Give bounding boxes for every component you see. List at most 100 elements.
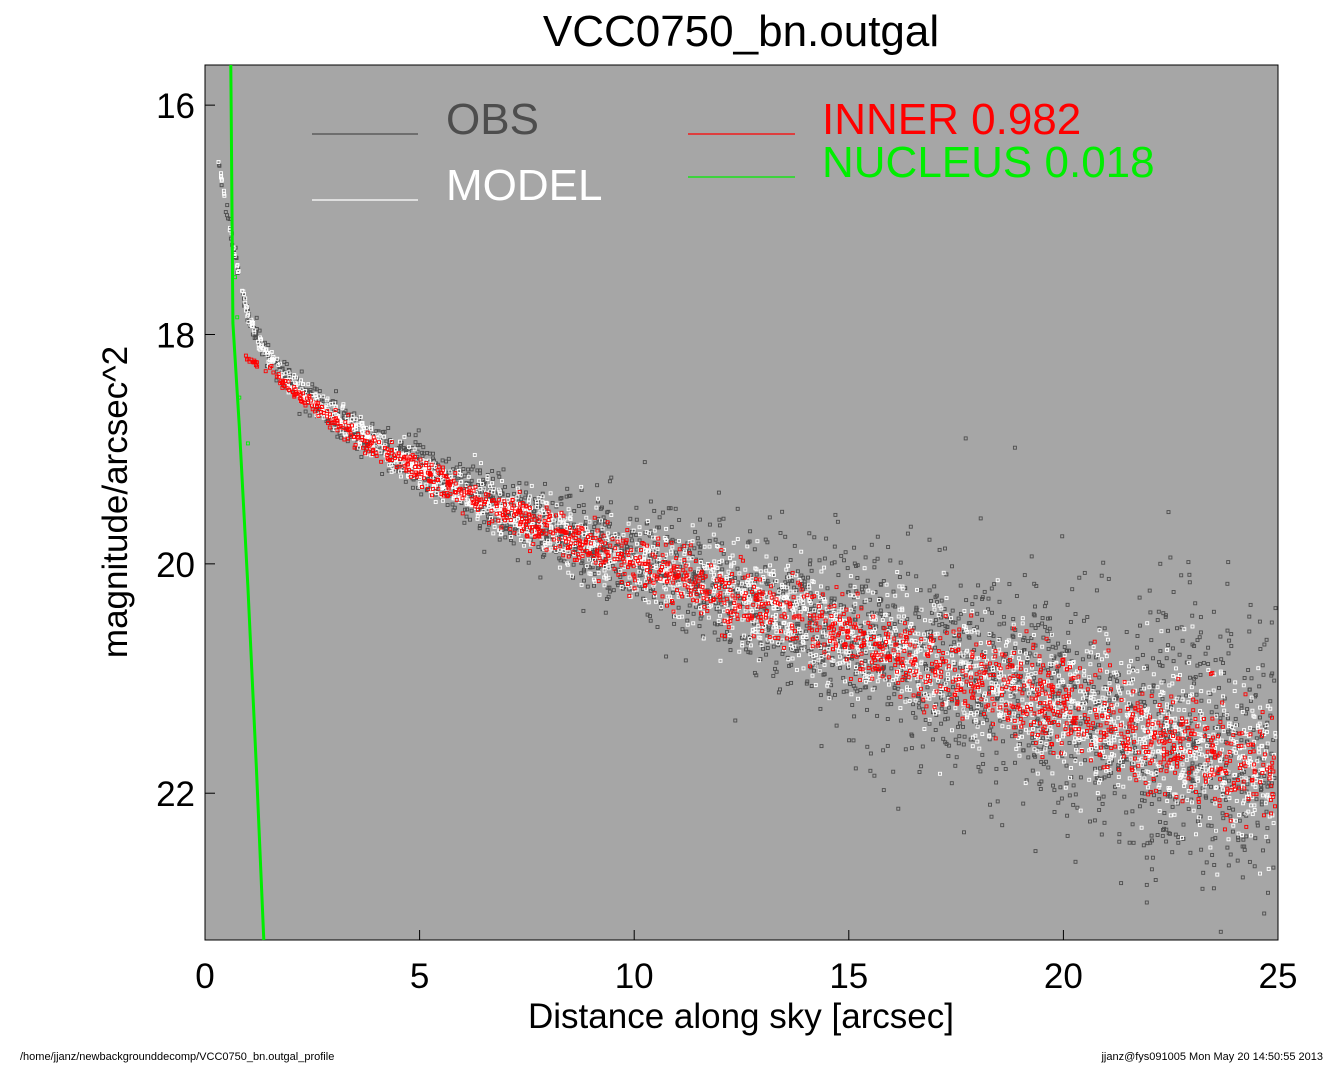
point-obs — [1213, 658, 1218, 663]
point-obs — [804, 681, 809, 686]
point-obs — [1016, 713, 1021, 718]
point-obs — [1258, 715, 1262, 720]
point-model — [1115, 702, 1120, 707]
point-obs — [1052, 788, 1057, 793]
point-obs — [1137, 595, 1142, 600]
point-obs — [1073, 685, 1078, 689]
point-obs — [497, 537, 502, 542]
point-obs — [698, 616, 703, 621]
point-obs — [865, 744, 870, 749]
point-obs — [748, 650, 753, 655]
point-obs — [908, 524, 913, 529]
point-obs — [1194, 692, 1199, 697]
point-obs — [717, 523, 722, 528]
point-obs — [581, 503, 586, 508]
point-obs — [754, 572, 759, 577]
point-obs — [695, 536, 700, 541]
point-obs — [478, 468, 482, 473]
point-obs — [1119, 686, 1124, 691]
point-obs — [1066, 630, 1071, 635]
point-obs — [1166, 643, 1171, 648]
point-obs — [1269, 673, 1274, 678]
point-obs — [1164, 656, 1169, 661]
point-obs — [1083, 758, 1087, 763]
point-obs — [997, 599, 1002, 604]
point-obs — [480, 489, 485, 494]
point-obs — [1149, 802, 1154, 806]
point-model — [682, 552, 687, 557]
point-obs — [867, 597, 872, 602]
point-obs — [1227, 678, 1232, 683]
point-obs — [1036, 623, 1041, 628]
point-obs — [850, 703, 855, 707]
point-obs — [1066, 648, 1071, 653]
point-obs — [445, 503, 450, 507]
point-obs — [592, 571, 597, 576]
point-obs — [415, 449, 420, 454]
point-obs — [855, 689, 860, 694]
point-obs — [1154, 772, 1159, 777]
point-obs — [836, 573, 841, 578]
point-obs — [629, 533, 634, 538]
point-obs — [588, 565, 593, 570]
point-obs — [829, 596, 834, 601]
point-obs — [648, 614, 652, 619]
point-obs — [1064, 781, 1069, 786]
point-obs — [939, 721, 944, 726]
point-obs — [1164, 839, 1169, 844]
point-model — [1016, 743, 1021, 748]
point-obs — [934, 593, 939, 598]
point-model — [1129, 658, 1133, 663]
point-obs — [973, 595, 978, 600]
point-model — [1119, 661, 1124, 665]
point-model — [325, 396, 330, 401]
point-obs — [847, 738, 852, 743]
point-obs — [981, 761, 986, 766]
point-obs — [1200, 886, 1205, 891]
point-obs — [825, 586, 830, 591]
point-obs — [761, 646, 766, 651]
point-obs — [274, 378, 279, 383]
point-obs — [909, 746, 914, 751]
point-obs — [1021, 801, 1026, 806]
point-obs — [1124, 810, 1129, 815]
point-obs — [1244, 834, 1249, 839]
point-obs — [1230, 829, 1235, 834]
point-model — [1244, 776, 1249, 781]
point-obs — [1108, 676, 1113, 681]
point-obs — [562, 559, 567, 564]
point-obs — [1201, 660, 1206, 665]
point-obs — [1204, 795, 1209, 800]
point-obs — [1133, 746, 1138, 750]
point-obs — [1058, 785, 1063, 790]
point-obs — [1096, 690, 1101, 695]
point-obs — [607, 479, 612, 484]
point-obs — [1258, 647, 1263, 651]
point-obs — [1105, 706, 1109, 711]
point-obs — [1041, 762, 1046, 767]
point-obs — [957, 721, 962, 726]
point-obs — [1097, 663, 1102, 668]
point-obs — [413, 440, 418, 445]
point-obs — [1229, 632, 1234, 637]
point-model — [1165, 799, 1170, 804]
point-obs — [898, 560, 903, 565]
point-obs — [1073, 792, 1078, 797]
point-model — [1262, 754, 1267, 759]
point-obs — [490, 476, 495, 481]
point-obs — [765, 646, 770, 650]
point-obs — [592, 525, 597, 529]
point-obs — [945, 625, 950, 629]
point-obs — [941, 736, 946, 741]
point-obs — [1170, 804, 1175, 809]
point-obs — [582, 578, 586, 583]
point-model — [1193, 783, 1198, 788]
point-obs — [852, 545, 857, 550]
plot-area-background — [204, 64, 1279, 941]
point-obs — [1048, 616, 1052, 621]
point-obs — [1067, 793, 1072, 798]
point-obs — [1258, 788, 1263, 792]
point-obs — [935, 600, 939, 605]
point-obs — [943, 710, 948, 714]
point-obs — [958, 583, 963, 588]
